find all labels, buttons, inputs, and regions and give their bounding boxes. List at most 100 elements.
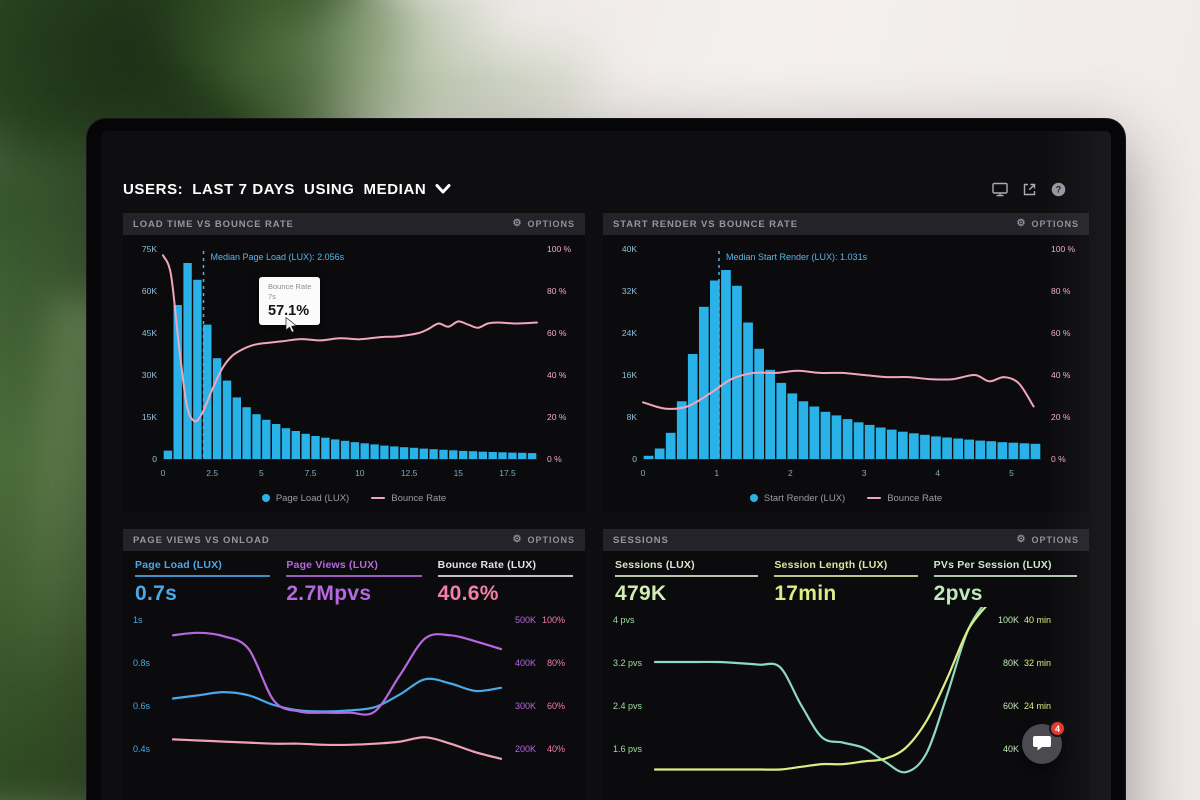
panel-title: START RENDER VS BOUNCE RATE bbox=[613, 218, 798, 230]
metric-bounce-rate: Bounce Rate (LUX) 40.6% bbox=[437, 559, 573, 606]
options-button[interactable]: ⚙ OPTIONS bbox=[512, 218, 575, 230]
header-icons: ? bbox=[991, 181, 1067, 198]
svg-text:3: 3 bbox=[862, 468, 867, 478]
svg-text:17.5: 17.5 bbox=[499, 468, 516, 478]
options-button[interactable]: ⚙ OPTIONS bbox=[1017, 219, 1079, 230]
svg-text:24 min: 24 min bbox=[1024, 701, 1051, 711]
svg-text:40 %: 40 % bbox=[1051, 370, 1071, 380]
metric-page-load: Page Load (LUX) 0.7s bbox=[135, 559, 271, 606]
svg-text:30K: 30K bbox=[142, 370, 157, 380]
svg-text:0: 0 bbox=[632, 454, 637, 464]
tooltip-x-value: 7s bbox=[268, 291, 276, 301]
svg-text:60%: 60% bbox=[547, 701, 565, 711]
svg-text:1s: 1s bbox=[133, 615, 143, 625]
svg-text:7.5: 7.5 bbox=[305, 468, 317, 478]
svg-text:4: 4 bbox=[935, 468, 940, 478]
metric-label: Page Views (LUX) bbox=[286, 559, 379, 571]
start-render-histogram-chart[interactable]: 40K 32K 24K 16K 8K 0 100 % 80 % 60 % 40 % 20 % 0 % 0… bbox=[603, 235, 1089, 485]
metric-underline bbox=[774, 575, 918, 577]
metric-sessions: Sessions (LUX) 479K bbox=[615, 559, 759, 606]
svg-text:40%: 40% bbox=[547, 744, 565, 754]
metric-value: 2pvs bbox=[933, 582, 983, 605]
series-line-icon bbox=[867, 497, 882, 499]
svg-text:0 %: 0 % bbox=[547, 454, 562, 464]
svg-text:60 %: 60 % bbox=[547, 328, 567, 338]
svg-text:100K: 100K bbox=[998, 615, 1019, 625]
tooltip-value: 57.1% bbox=[268, 302, 310, 319]
metric-page-views: Page Views (LUX) 2.7Mpvs bbox=[286, 559, 422, 606]
svg-text:100%: 100% bbox=[542, 615, 565, 625]
legend-item-start-render[interactable]: Start Render (LUX) bbox=[749, 493, 845, 504]
svg-text:4 pvs: 4 pvs bbox=[613, 615, 635, 625]
metric-label: Bounce Rate (LUX) bbox=[437, 559, 537, 571]
metric-label: Session Length (LUX) bbox=[774, 559, 888, 571]
svg-text:15: 15 bbox=[454, 468, 464, 478]
mouse-cursor-icon bbox=[285, 316, 298, 338]
svg-text:80K: 80K bbox=[1003, 658, 1019, 668]
svg-text:8K: 8K bbox=[627, 412, 638, 422]
svg-text:15K: 15K bbox=[142, 412, 157, 422]
svg-text:75K: 75K bbox=[142, 244, 157, 254]
svg-text:80 %: 80 % bbox=[1051, 286, 1071, 296]
metric-underline bbox=[615, 575, 759, 577]
chat-bubble-icon bbox=[1032, 734, 1052, 755]
share-icon[interactable] bbox=[1020, 181, 1038, 198]
legend-label: Bounce Rate bbox=[391, 492, 447, 504]
legend-item-page-load[interactable]: Page Load (LUX) bbox=[261, 492, 350, 504]
panel-start-render-vs-bounce: START RENDER VS BOUNCE RATE ⚙ OPTIONS 40… bbox=[603, 213, 1089, 513]
page-views-line-chart[interactable]: 1s 0.8s 0.6s 0.4s 500K 100% 400K 80% 300K 60% 200K… bbox=[123, 607, 585, 800]
options-button[interactable]: ⚙ OPTIONS bbox=[1016, 534, 1079, 546]
svg-text:80 %: 80 % bbox=[547, 286, 567, 296]
svg-text:500K: 500K bbox=[515, 615, 536, 625]
svg-text:3.2 pvs: 3.2 pvs bbox=[613, 658, 643, 668]
display-icon[interactable] bbox=[991, 181, 1009, 198]
gear-icon: ⚙ bbox=[1016, 534, 1027, 545]
chart-legend: Page Load (LUX) Bounce Rate bbox=[123, 485, 585, 511]
help-icon[interactable]: ? bbox=[1049, 181, 1067, 198]
svg-text:1.6 pvs: 1.6 pvs bbox=[613, 744, 643, 754]
svg-text:300K: 300K bbox=[515, 701, 536, 711]
svg-text:0: 0 bbox=[641, 468, 646, 478]
panel-title: PAGE VIEWS VS ONLOAD bbox=[133, 534, 270, 546]
metric-session-length: Session Length (LUX) 17min bbox=[774, 559, 918, 606]
metric-value: 17min bbox=[774, 582, 837, 605]
chat-widget-button[interactable]: 4 bbox=[1022, 720, 1066, 764]
metric-value: 2.7Mpvs bbox=[286, 582, 372, 605]
options-label: OPTIONS bbox=[527, 219, 575, 229]
svg-text:40K: 40K bbox=[1003, 744, 1019, 754]
svg-text:32 min: 32 min bbox=[1024, 658, 1051, 668]
svg-text:0.4s: 0.4s bbox=[133, 744, 151, 754]
svg-text:Median Start Render (LUX): 1.0: Median Start Render (LUX): 1.031s bbox=[726, 252, 868, 262]
legend-item-bounce-rate[interactable]: Bounce Rate bbox=[867, 493, 942, 504]
legend-item-bounce-rate[interactable]: Bounce Rate bbox=[371, 493, 446, 504]
svg-text:0: 0 bbox=[161, 468, 166, 478]
svg-text:12.5: 12.5 bbox=[401, 468, 418, 478]
series-dot-icon bbox=[749, 494, 758, 502]
legend-label: Page Load (LUX) bbox=[275, 492, 350, 504]
svg-text:16K: 16K bbox=[622, 370, 637, 380]
gear-icon: ⚙ bbox=[512, 218, 523, 229]
panel-title: LOAD TIME VS BOUNCE RATE bbox=[133, 218, 294, 230]
panel-header: START RENDER VS BOUNCE RATE ⚙ OPTIONS bbox=[603, 213, 1089, 235]
svg-text:100 %: 100 % bbox=[547, 244, 572, 254]
svg-text:200K: 200K bbox=[515, 744, 536, 754]
panel-sessions: SESSIONS ⚙ OPTIONS Sessions (LUX) 479K bbox=[603, 529, 1089, 800]
metrics-row: Page Load (LUX) 0.7s Page Views (LUX) 2.… bbox=[123, 551, 585, 607]
options-label: OPTIONS bbox=[1031, 219, 1079, 229]
series-line-icon bbox=[371, 497, 386, 499]
sessions-line-chart[interactable]: 4 pvs 3.2 pvs 2.4 pvs 1.6 pvs 100K 40 min 80K 3… bbox=[603, 596, 1089, 800]
laptop: USERS: LAST 7 DAYS USING MEDIAN bbox=[86, 118, 1126, 800]
panel-header: LOAD TIME VS BOUNCE RATE ⚙ OPTIONS bbox=[123, 213, 585, 235]
svg-text:20 %: 20 % bbox=[547, 412, 567, 422]
options-button[interactable]: ⚙ OPTIONS bbox=[513, 535, 575, 546]
load-time-histogram-chart[interactable]: 75K 60K 45K 30K 15K 0 100 % 80 % 60 % 40 % 20 % 0 %… bbox=[123, 235, 585, 485]
tooltip-series: Bounce Rate bbox=[268, 282, 312, 291]
title-prefix: USERS: bbox=[123, 180, 184, 198]
svg-text:45K: 45K bbox=[142, 328, 157, 338]
svg-text:32K: 32K bbox=[622, 286, 637, 296]
svg-text:0.6s: 0.6s bbox=[133, 701, 151, 711]
svg-text:1: 1 bbox=[714, 468, 719, 478]
svg-text:100 %: 100 % bbox=[1051, 244, 1076, 254]
users-range-dropdown[interactable]: USERS: LAST 7 DAYS USING MEDIAN bbox=[123, 181, 451, 198]
svg-text:10: 10 bbox=[355, 468, 365, 478]
